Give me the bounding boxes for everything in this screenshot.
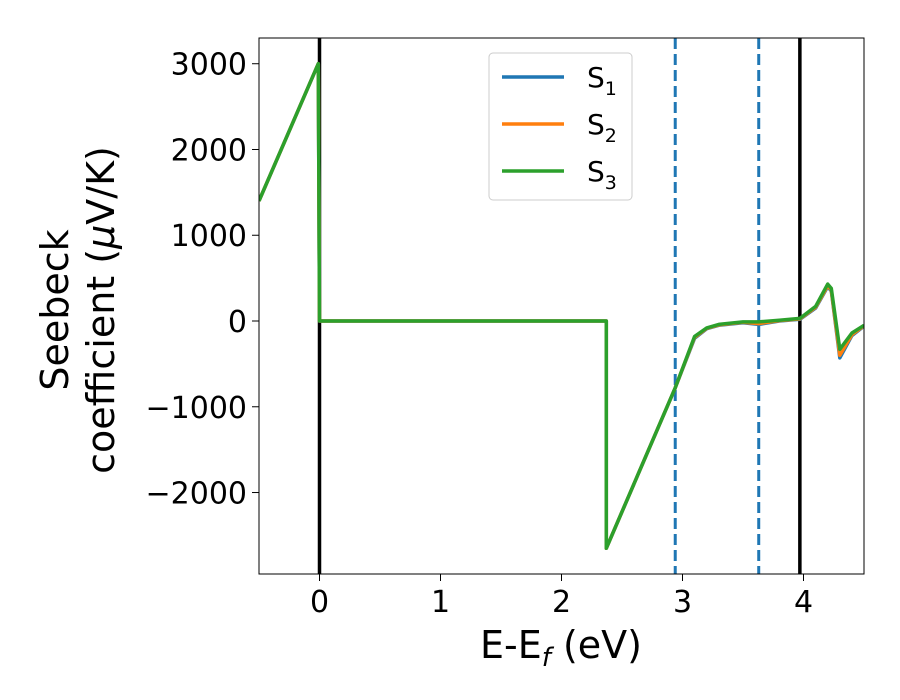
y-tick-label: −2000 <box>146 477 247 512</box>
legend-label-3: S3 <box>587 155 617 194</box>
x-tick-label: 2 <box>552 585 571 620</box>
series-line-3 <box>259 61 864 551</box>
y-tick-label: −1000 <box>146 391 247 426</box>
series-group <box>259 61 864 551</box>
y-tick-label: 1000 <box>171 219 247 254</box>
legend: S1 S2 S3 <box>488 52 633 201</box>
x-tick-label: 4 <box>794 585 813 620</box>
y-axis-label-line1: Seebeck <box>33 229 77 390</box>
legend-label-1: S1 <box>587 61 617 100</box>
y-tick-label: 3000 <box>171 48 247 83</box>
y-tick-label: 0 <box>228 305 247 340</box>
y-axis-label: Seebeck coefficient (μV/K) <box>33 146 123 474</box>
y-tick-label: 2000 <box>171 133 247 168</box>
y-axis-ticks: −2000 −1000 0 1000 2000 3000 <box>146 48 259 512</box>
legend-label-2: S2 <box>587 108 617 147</box>
x-axis-ticks: 0 1 2 3 4 <box>310 574 813 620</box>
x-tick-label: 3 <box>673 585 692 620</box>
x-tick-label: 0 <box>310 585 329 620</box>
y-axis-label-line2: coefficient (μV/K) <box>79 146 123 474</box>
x-axis-label: E-Ef (eV) <box>480 623 642 673</box>
legend-box <box>488 52 633 201</box>
x-tick-label: 1 <box>431 585 450 620</box>
